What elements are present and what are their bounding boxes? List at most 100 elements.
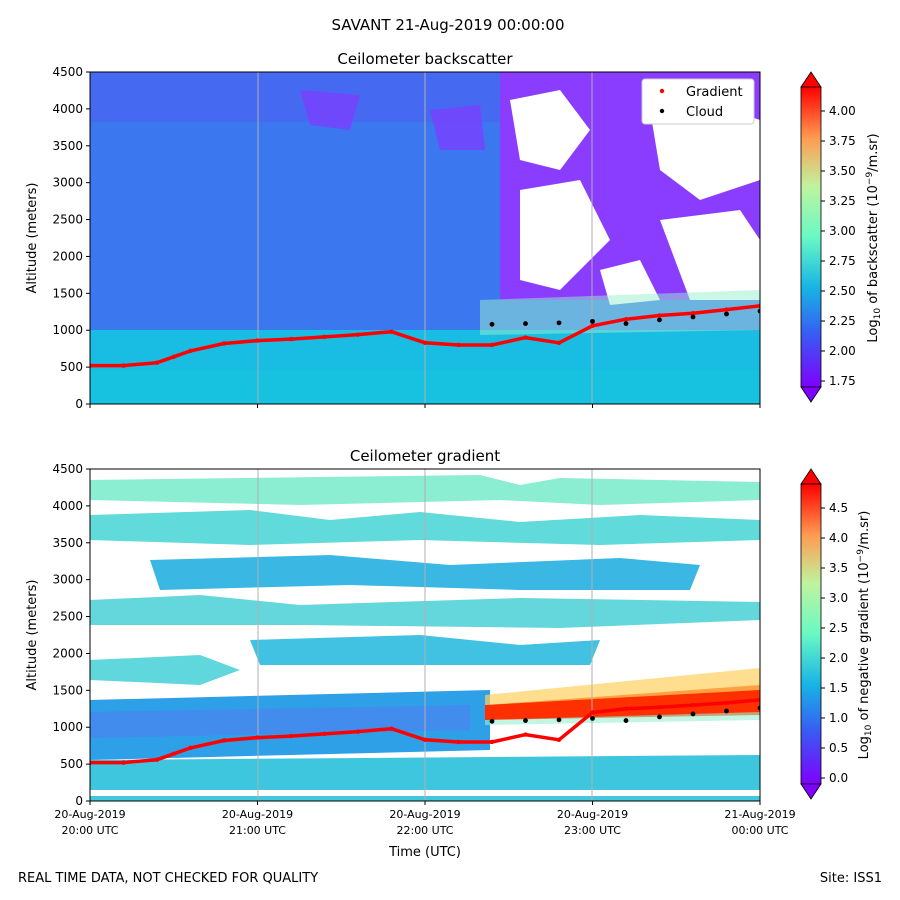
gradient-point [757, 303, 760, 309]
cloud-point [556, 717, 562, 723]
backscatter-colorbar-label: Log10 of backscatter (10−9/m.sr) [865, 133, 883, 342]
x-tick-label-time: 00:00 UTC [731, 824, 788, 837]
gradient-point [255, 735, 260, 740]
backscatter-colorbar: 1.75 2.00 2.25 2.50 2.75 3.00 3.25 3.50 3.75 4.00… [800, 71, 883, 403]
y-tick-label: 3000 [52, 573, 83, 587]
gradient-point [90, 760, 93, 765]
cloud-point [724, 708, 729, 714]
figure-suptitle: SAVANT 21-Aug-2019 00:00:00 [332, 16, 565, 34]
footer-site: Site: ISS1 [820, 871, 882, 886]
gradient-point [188, 348, 193, 354]
x-tick-label-time: 22:00 UTC [396, 824, 453, 837]
colorbar-tick-label: 3.50 [829, 164, 856, 178]
cloud-point [623, 321, 629, 326]
colorbar-tick-label: 4.00 [829, 104, 856, 118]
cloud-point [690, 314, 696, 320]
gradient-point [188, 745, 193, 751]
legend-gradient-marker [659, 88, 665, 94]
footer-quality-note: REAL TIME DATA, NOT CHECKED FOR QUALITY [18, 871, 318, 886]
backscatter-colorbar-ticks: 1.75 2.00 2.25 2.50 2.75 3.00 3.25 3.50 3.75 4.00 [821, 104, 856, 388]
colorbar-tick-label: 2.75 [829, 254, 856, 268]
gradient-point [171, 751, 176, 756]
gradient-point [422, 340, 428, 345]
gradient-point [90, 363, 93, 368]
gradient-point [456, 342, 461, 348]
gradient-point [657, 705, 662, 710]
backscatter-y-ticks: 0 500 1000 1500 2000 2500 3000 3500 4000 4500 [52, 65, 90, 411]
backscatter-markers [90, 303, 760, 368]
y-tick-label: 2500 [52, 610, 83, 624]
colorbar-tick-label: 2.0 [829, 651, 848, 665]
gradient-point [523, 732, 528, 737]
y-tick-label: 4500 [52, 462, 83, 476]
gradient-point [389, 726, 394, 731]
y-tick-label: 2000 [52, 249, 83, 263]
x-tick-label-date: 20-Aug-2019 [557, 808, 628, 821]
y-tick-label: 4500 [52, 65, 83, 79]
gradient-y-ticks: 0 500 1000 1500 2000 2500 3000 3500 4000 4500 [52, 462, 90, 808]
cloud-point [590, 318, 595, 324]
gradient-point [556, 737, 562, 742]
legend-gradient-label: Gradient [686, 85, 743, 100]
colorbar-tick-label: 4.0 [829, 531, 848, 545]
y-tick-label: 4000 [52, 102, 83, 116]
colorbar-tick-label: 1.0 [829, 711, 848, 725]
x-tick-label-date: 20-Aug-2019 [54, 808, 125, 821]
x-tick-label-date: 20-Aug-2019 [389, 808, 460, 821]
gradient-point [657, 313, 662, 318]
y-tick-label: 3500 [52, 536, 83, 550]
legend: Gradient Cloud [641, 78, 755, 125]
gradient-point [154, 360, 160, 365]
gradient-point [757, 697, 760, 703]
cloud-point [623, 718, 629, 723]
gradient-point [456, 739, 461, 745]
legend-cloud-marker [659, 108, 665, 114]
colorbar-tick-label: 1.5 [829, 681, 848, 695]
y-tick-label: 500 [60, 360, 83, 374]
gradient-point [221, 341, 227, 346]
colorbar-tick-label: 4.5 [829, 501, 848, 515]
backscatter-gridlines [257, 72, 593, 404]
cloud-point [523, 718, 528, 723]
gradient-point [355, 729, 361, 734]
gradient-point [322, 731, 327, 737]
gradient-point [355, 332, 361, 337]
gradient-point [489, 739, 495, 745]
cloud-point [690, 711, 696, 717]
colorbar-tick-label: 3.25 [829, 194, 856, 208]
legend-cloud-label: Cloud [686, 105, 723, 120]
gradient-point [690, 311, 696, 316]
colorbar-tick-label: 2.50 [829, 284, 856, 298]
gradient-point [221, 738, 227, 743]
cloud-point [657, 317, 662, 323]
backscatter-title: Ceilometer backscatter [337, 50, 513, 68]
gradient-point [288, 336, 294, 342]
gradient-point [623, 706, 629, 711]
y-tick-label: 2500 [52, 213, 83, 227]
y-tick-label: 1500 [52, 683, 83, 697]
y-tick-label: 500 [60, 757, 83, 771]
gradient-series-line [90, 698, 760, 765]
gradient-point [724, 307, 729, 312]
colorbar-tick-label: 3.5 [829, 561, 848, 575]
gradient-point [590, 323, 595, 328]
gradient-x-ticks: 20-Aug-2019 20:00 UTC 20-Aug-2019 21:00 UTC… [54, 801, 796, 837]
gradient-point [590, 710, 595, 715]
backscatter-panel: Ceilometer backscatter 0 500 1000 1500 2000 2… [25, 50, 883, 411]
gradient-point [154, 757, 160, 762]
colorbar-tick-label: 2.5 [829, 621, 848, 635]
colorbar-tick-label: 3.75 [829, 134, 856, 148]
gradient-title: Ceilometer gradient [350, 447, 500, 465]
colorbar-tick-label: 1.75 [829, 374, 856, 388]
cloud-point [657, 714, 662, 720]
colorbar-tick-label: 0.5 [829, 741, 848, 755]
gradient-point [690, 702, 696, 708]
y-tick-label: 1000 [52, 720, 83, 734]
gradient-point [121, 760, 126, 765]
y-tick-label: 1000 [52, 323, 83, 337]
gradient-series-line [90, 304, 760, 368]
x-tick-label-time: 23:00 UTC [564, 824, 621, 837]
y-tick-label: 2000 [52, 646, 83, 660]
